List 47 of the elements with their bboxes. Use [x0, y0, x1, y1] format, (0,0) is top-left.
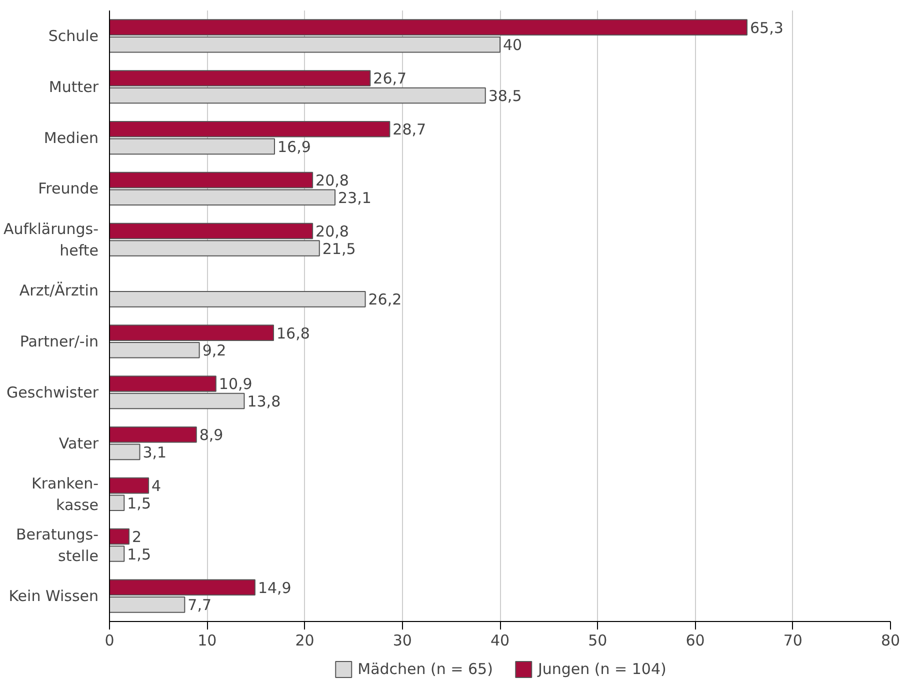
y-tick-label: Mutter [48, 78, 100, 96]
y-tick-label: Kranken- kasse [32, 474, 99, 514]
data-label: 1,5 [127, 494, 152, 512]
data-label: 21,5 [322, 240, 356, 258]
x-tick-label: 0 [104, 632, 114, 650]
data-label: 7,7 [188, 596, 212, 614]
y-tick-label: Beratungs- stelle [16, 525, 99, 565]
data-label: 20,8 [316, 172, 349, 190]
data-label: 28,7 [392, 120, 426, 139]
legend-label: Jungen (n = 104) [538, 660, 666, 678]
y-tick-label: Kein Wissen [8, 587, 98, 606]
data-label: 38,5 [488, 87, 522, 106]
data-label: 14,9 [258, 578, 292, 597]
y-tick-label: Partner/-in [20, 332, 98, 350]
data-label: 4 [152, 477, 162, 496]
y-tick-label: Medien [44, 128, 99, 147]
bar [110, 291, 366, 308]
data-label: 1,5 [127, 545, 152, 564]
data-label: 2 [132, 528, 142, 546]
data-label: 16,9 [277, 138, 311, 156]
x-tick-label: 80 [880, 632, 900, 650]
y-tick-label: Arzt/Ärztin [19, 282, 99, 300]
data-label: 26,7 [373, 70, 407, 88]
legend-label: Mädchen (n = 65) [358, 660, 493, 678]
data-label: 26,2 [368, 290, 402, 309]
data-label: 65,3 [750, 18, 784, 37]
data-label: 40 [503, 36, 522, 54]
y-tick-label: Schule [48, 26, 99, 45]
x-tick-label: 50 [588, 632, 608, 650]
data-label: 16,8 [276, 324, 310, 342]
data-label: 9,2 [202, 342, 226, 360]
data-label: 13,8 [247, 392, 281, 411]
data-label: 10,9 [218, 375, 252, 394]
y-tick-label: Geschwister [6, 383, 100, 402]
x-tick-label: 20 [295, 632, 314, 650]
y-tick-label: Freunde [38, 180, 99, 198]
x-tick-label: 40 [490, 632, 510, 650]
x-tick-label: 70 [783, 632, 802, 650]
data-label: 20,8 [316, 222, 349, 240]
x-tick-label: 10 [198, 632, 217, 650]
y-tick-label: Vater [58, 434, 100, 452]
data-label: 23,1 [338, 188, 372, 207]
data-label: 3,1 [142, 443, 167, 462]
x-tick-label: 60 [686, 632, 705, 650]
data-label: 8,9 [199, 426, 224, 444]
y-tick-label: Aufklärungs- hefte [3, 220, 99, 260]
x-tick-label: 30 [392, 632, 412, 650]
